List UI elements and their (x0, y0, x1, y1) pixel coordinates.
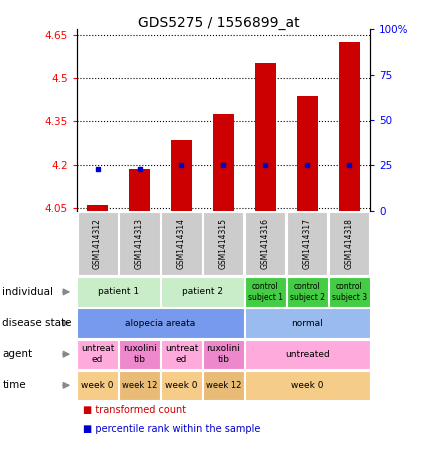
Text: week 12: week 12 (122, 381, 157, 390)
Text: week 0: week 0 (291, 381, 324, 390)
Text: GSM1414317: GSM1414317 (303, 218, 312, 269)
Text: ruxolini
tib: ruxolini tib (206, 344, 240, 364)
Bar (339, 43, 360, 211)
Text: control
subject 1: control subject 1 (248, 282, 283, 302)
Text: week 0: week 0 (165, 381, 198, 390)
Text: GDS5275 / 1556899_at: GDS5275 / 1556899_at (138, 16, 300, 30)
Text: GSM1414312: GSM1414312 (93, 218, 102, 269)
Text: ruxolini
tib: ruxolini tib (123, 344, 156, 364)
Text: GSM1414316: GSM1414316 (261, 218, 270, 269)
Bar (171, 140, 192, 211)
Text: ■ percentile rank within the sample: ■ percentile rank within the sample (83, 424, 261, 434)
Text: week 12: week 12 (206, 381, 241, 390)
Text: normal: normal (291, 318, 323, 328)
Text: time: time (2, 381, 26, 390)
Text: untreated: untreated (285, 350, 330, 359)
Bar (213, 114, 234, 211)
Text: patient 1: patient 1 (98, 287, 139, 296)
Text: untreat
ed: untreat ed (165, 344, 198, 364)
Text: alopecia areata: alopecia areata (125, 318, 196, 328)
Bar (297, 96, 318, 211)
Text: GSM1414314: GSM1414314 (177, 218, 186, 269)
Text: control
subject 2: control subject 2 (290, 282, 325, 302)
Text: disease state: disease state (2, 318, 72, 328)
Text: GSM1414313: GSM1414313 (135, 218, 144, 269)
Text: ■ transformed count: ■ transformed count (83, 405, 186, 415)
Text: week 0: week 0 (81, 381, 114, 390)
Text: control
subject 3: control subject 3 (332, 282, 367, 302)
Bar (87, 205, 108, 211)
Text: GSM1414318: GSM1414318 (345, 218, 353, 269)
Bar (255, 63, 276, 211)
Text: untreat
ed: untreat ed (81, 344, 114, 364)
Text: GSM1414315: GSM1414315 (219, 218, 228, 269)
Text: patient 2: patient 2 (182, 287, 223, 296)
Bar (129, 169, 150, 211)
Text: individual: individual (2, 287, 53, 297)
Text: agent: agent (2, 349, 32, 359)
